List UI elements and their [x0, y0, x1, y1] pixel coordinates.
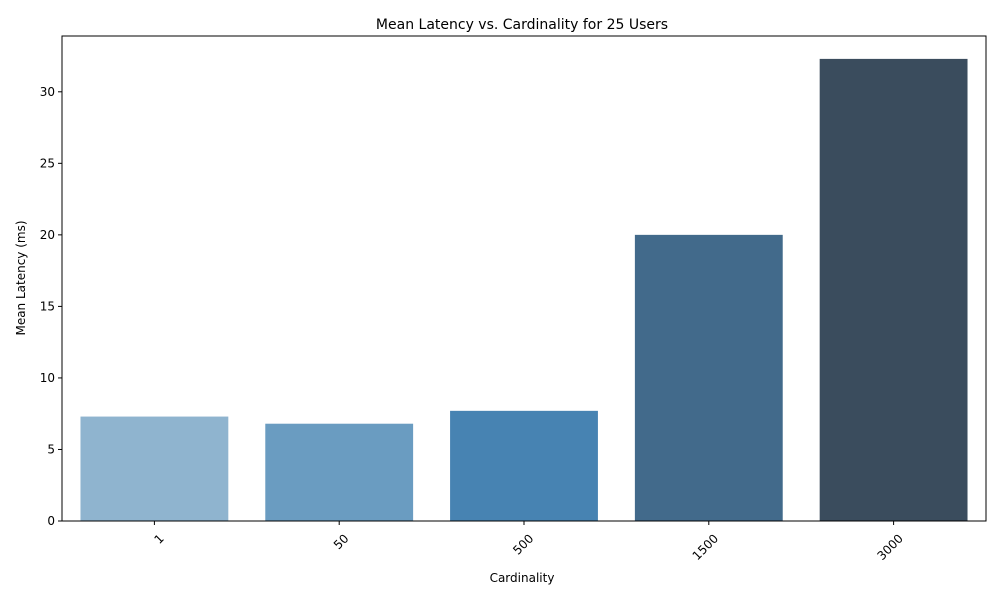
- x-axis-ticks: 1 50 500 1500 3000: [151, 521, 906, 563]
- x-tick-label: 50: [331, 531, 352, 552]
- plot-border: [61, 35, 987, 522]
- plot-frame: [61, 35, 987, 522]
- bar-50: [265, 423, 414, 521]
- bar-500: [450, 410, 598, 521]
- chart-title: Mean Latency vs. Cardinality for 25 User…: [376, 17, 668, 33]
- y-tick-label: 0: [47, 514, 55, 528]
- y-tick-label: 10: [40, 371, 55, 385]
- x-tick-label: 1: [151, 531, 166, 546]
- bar-3000: [819, 58, 968, 521]
- bars-group: [80, 58, 968, 522]
- y-axis-ticks: 0 5 10 15 20 25 30: [40, 85, 62, 528]
- bar-1: [80, 416, 229, 521]
- bar-1500: [634, 234, 783, 522]
- x-tick-label: 1500: [690, 531, 721, 562]
- y-tick-label: 15: [40, 299, 55, 313]
- x-tick-label: 3000: [874, 531, 905, 562]
- y-axis-label: Mean Latency (ms): [14, 220, 28, 335]
- x-axis-label: Cardinality: [490, 571, 555, 585]
- y-tick-label: 20: [40, 228, 55, 242]
- x-tick-label: 500: [510, 531, 536, 557]
- y-tick-label: 5: [47, 442, 55, 456]
- y-tick-label: 25: [40, 156, 55, 170]
- y-tick-label: 30: [40, 85, 55, 99]
